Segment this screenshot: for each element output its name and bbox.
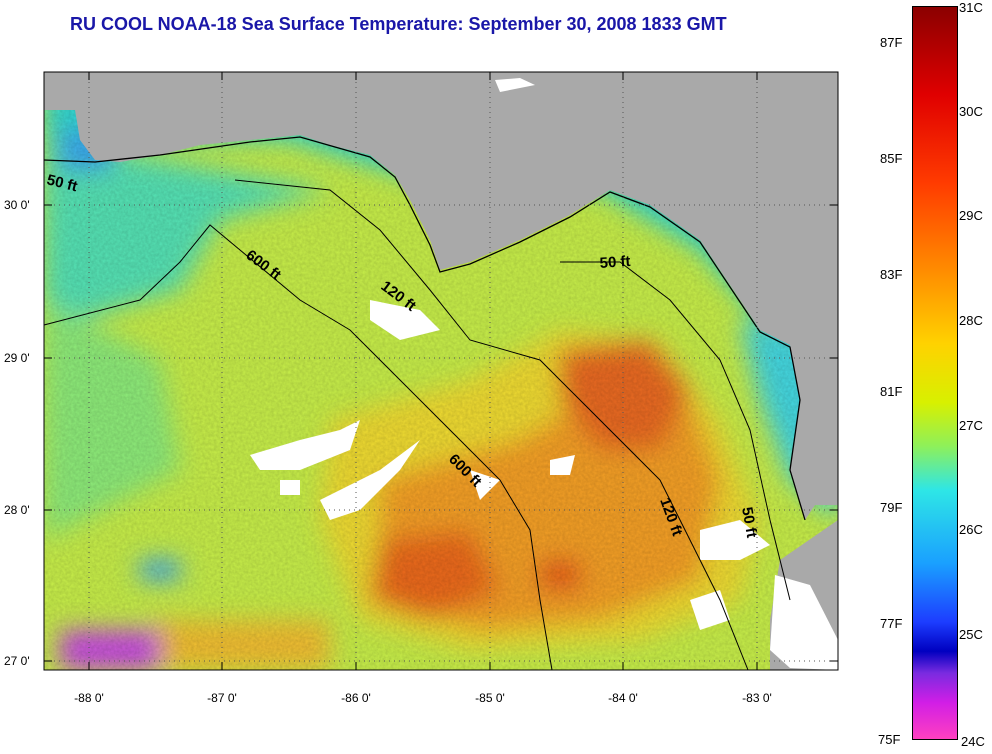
lon-label-87: -87 0' — [207, 691, 237, 705]
lat-label-28: 28 0' — [4, 503, 30, 517]
colorbar-label-75f: 75F — [878, 732, 901, 747]
longitude-labels: -88 0' -87 0' -86 0' -85 0' -84 0' -83 0… — [74, 691, 772, 705]
colorbar-label-28c: 28C — [959, 313, 983, 328]
colorbar-label-26c: 26C — [959, 522, 983, 537]
contour-label-50ft-west: 50 ft — [45, 171, 79, 195]
land-mass — [44, 72, 838, 520]
isobath-120ft — [234, 179, 749, 671]
lon-label-86: -86 0' — [341, 691, 371, 705]
map-title: RU COOL NOAA-18 Sea Surface Temperature:… — [70, 14, 727, 34]
temperature-colorbar — [912, 6, 958, 740]
colorbar-label-31c: 31C — [959, 0, 983, 15]
colorbar-label-85f: 85F — [880, 151, 903, 166]
colorbar-label-30c: 30C — [959, 104, 983, 119]
lon-label-85: -85 0' — [475, 691, 505, 705]
cloud-mask — [250, 300, 770, 630]
colorbar-label-81f: 81F — [880, 384, 903, 399]
lon-label-84: -84 0' — [608, 691, 638, 705]
colorbar-label-24c: 24C — [961, 734, 985, 749]
contour-label-50ft-north: 50 ft — [599, 253, 631, 272]
isobath-600ft — [43, 224, 553, 671]
colorbar-label-79f: 79F — [880, 500, 903, 515]
lat-label-29: 29 0' — [4, 351, 30, 365]
colorbar-label-29c: 29C — [959, 208, 983, 223]
colorbar-label-25c: 25C — [959, 627, 983, 642]
colorbar-label-27c: 27C — [959, 418, 983, 433]
contour-label-50ft-east: 50 ft — [738, 506, 760, 539]
lon-label-83: -83 0' — [742, 691, 772, 705]
lon-label-88: -88 0' — [74, 691, 104, 705]
lat-label-27: 27 0' — [4, 654, 30, 668]
axis-ticks — [44, 72, 838, 670]
isobath-50ft — [560, 261, 791, 601]
sst-field — [44, 72, 838, 670]
colorbar-label-87f: 87F — [880, 35, 903, 50]
colorbar-label-83f: 83F — [880, 267, 903, 282]
colorbar-label-77f: 77F — [880, 616, 903, 631]
lat-label-30: 30 0' — [4, 198, 30, 212]
map-frame — [43, 71, 839, 671]
latitude-labels: 30 0' 29 0' 28 0' 27 0' — [4, 198, 30, 668]
isobath-lines — [43, 179, 791, 671]
